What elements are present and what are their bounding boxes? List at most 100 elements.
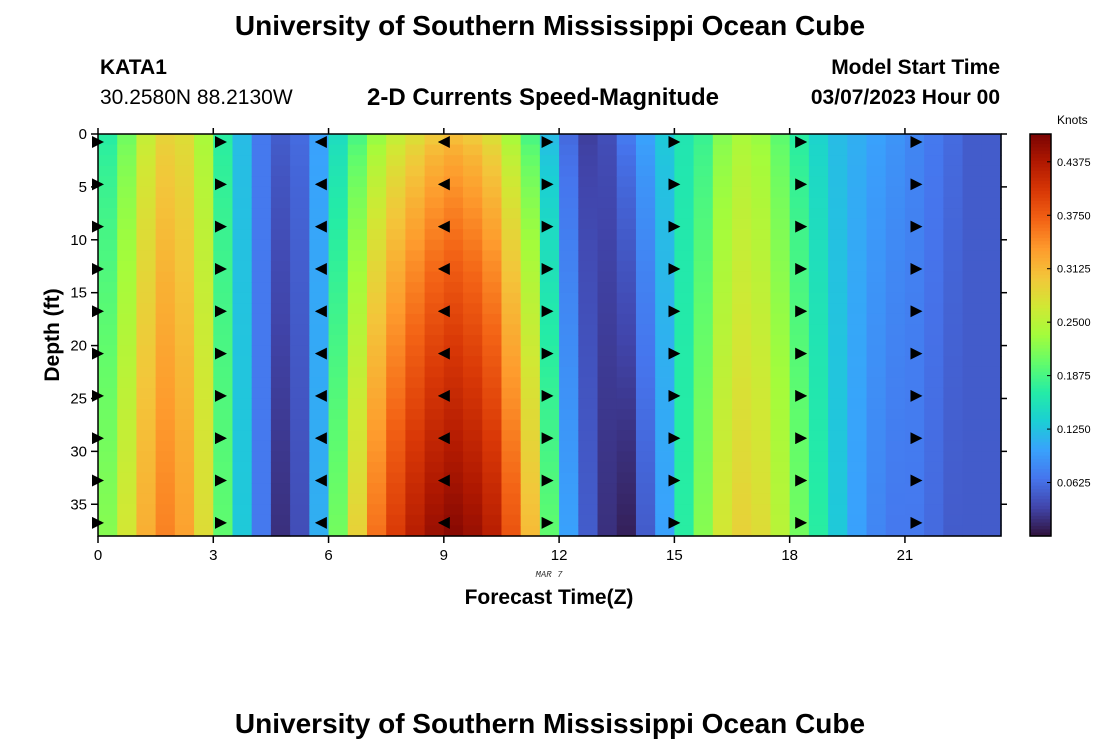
heatmap-cell (866, 483, 887, 495)
heatmap-cell (328, 335, 349, 347)
heatmap-cell (174, 218, 195, 230)
heatmap-cell (847, 430, 868, 442)
colorbar-segment (1030, 204, 1051, 209)
heatmap-cell (213, 398, 234, 410)
heatmap-cell (732, 483, 752, 495)
y-tick-label: 25 (70, 390, 87, 407)
heatmap-cell (770, 324, 791, 336)
heatmap-cell (213, 282, 234, 294)
heatmap-cell (770, 197, 791, 209)
heatmap-cell (981, 345, 1002, 357)
heatmap-cell (290, 292, 310, 304)
heatmap-cell (616, 514, 637, 527)
heatmap-cell (559, 461, 579, 474)
heatmap-cell (213, 324, 234, 336)
heatmap-cell (847, 440, 868, 452)
heatmap-cell (828, 303, 848, 315)
heatmap-cell (866, 335, 887, 347)
heatmap-cell (251, 134, 272, 146)
heatmap-cell (386, 514, 407, 527)
heatmap-cell (559, 208, 579, 220)
heatmap-cell (847, 239, 868, 251)
heatmap-cell (828, 387, 848, 400)
heatmap-cell (405, 208, 426, 220)
heatmap-cell (366, 282, 387, 294)
heatmap-cell (712, 208, 733, 220)
heatmap-cell (789, 186, 810, 199)
heatmap-cell (328, 514, 349, 527)
heatmap-cell (924, 504, 944, 516)
heatmap-cell (808, 345, 829, 357)
heatmap-cell (924, 292, 944, 304)
heatmap-cell (693, 282, 714, 294)
colorbar-segment (1030, 241, 1051, 246)
heatmap-cell (789, 260, 810, 273)
heatmap-cell (366, 387, 387, 400)
heatmap-cell (98, 260, 118, 273)
heatmap-cell (136, 313, 157, 326)
heatmap-cell (136, 504, 157, 516)
heatmap-cell (597, 387, 618, 400)
heatmap-cell (924, 186, 944, 199)
heatmap-cell (155, 409, 176, 421)
heatmap-cell (732, 356, 752, 368)
heatmap-cell (828, 144, 848, 156)
heatmap-cell (559, 134, 579, 146)
station-id: KATA1 (100, 56, 167, 79)
heatmap-cell (174, 271, 195, 283)
heatmap-cell (213, 292, 234, 304)
heatmap-cell (655, 366, 675, 378)
heatmap-cell (270, 324, 291, 336)
heatmap-cell (482, 525, 503, 537)
heatmap-cell (943, 366, 964, 378)
heatmap-cell (578, 430, 599, 442)
heatmap-cell (616, 335, 637, 347)
heatmap-cell (309, 483, 330, 495)
heatmap-cell (424, 451, 445, 463)
heatmap-cell (174, 186, 195, 199)
heatmap-cell (770, 282, 791, 294)
heatmap-cell (194, 197, 214, 209)
heatmap-cell (578, 155, 599, 167)
heatmap-cell (866, 218, 887, 230)
heatmap-cell (770, 218, 791, 230)
heatmap-cell (98, 472, 118, 484)
heatmap-cell (520, 514, 541, 527)
colorbar-segment (1030, 492, 1051, 497)
heatmap-cell (290, 504, 310, 516)
heatmap-cell (924, 250, 944, 262)
heatmap-cell (290, 483, 310, 495)
heatmap-cell (482, 186, 503, 199)
heatmap-cell (539, 229, 560, 241)
heatmap-cell (962, 525, 983, 537)
heatmap-cell (232, 134, 253, 146)
heatmap-cell (213, 165, 234, 177)
heatmap-cell (674, 525, 695, 537)
heatmap-cell (808, 250, 829, 262)
heatmap-cell (924, 398, 944, 410)
heatmap-cell (693, 525, 714, 537)
heatmap-cell (655, 303, 675, 315)
heatmap-cell (674, 377, 695, 389)
heatmap-cell (885, 155, 906, 167)
heatmap-cell (213, 483, 234, 495)
heatmap-cell (463, 409, 483, 421)
heatmap-cell (386, 472, 407, 484)
heatmap-cell (424, 282, 445, 294)
heatmap-cell (693, 292, 714, 304)
heatmap-cell (885, 229, 906, 241)
heatmap-cell (251, 144, 272, 156)
heatmap-cell (597, 155, 618, 167)
heatmap-cell (174, 356, 195, 368)
heatmap-cell (463, 239, 483, 251)
heatmap-cell (866, 239, 887, 251)
heatmap-cell (616, 208, 637, 220)
heatmap-cell (463, 292, 483, 304)
heatmap-cell (290, 250, 310, 262)
heatmap-cell (539, 387, 560, 400)
heatmap-cell (251, 229, 272, 241)
heatmap-cell (732, 324, 752, 336)
heatmap-cell (270, 483, 291, 495)
heatmap-cell (136, 282, 157, 294)
heatmap-cell (194, 176, 214, 188)
